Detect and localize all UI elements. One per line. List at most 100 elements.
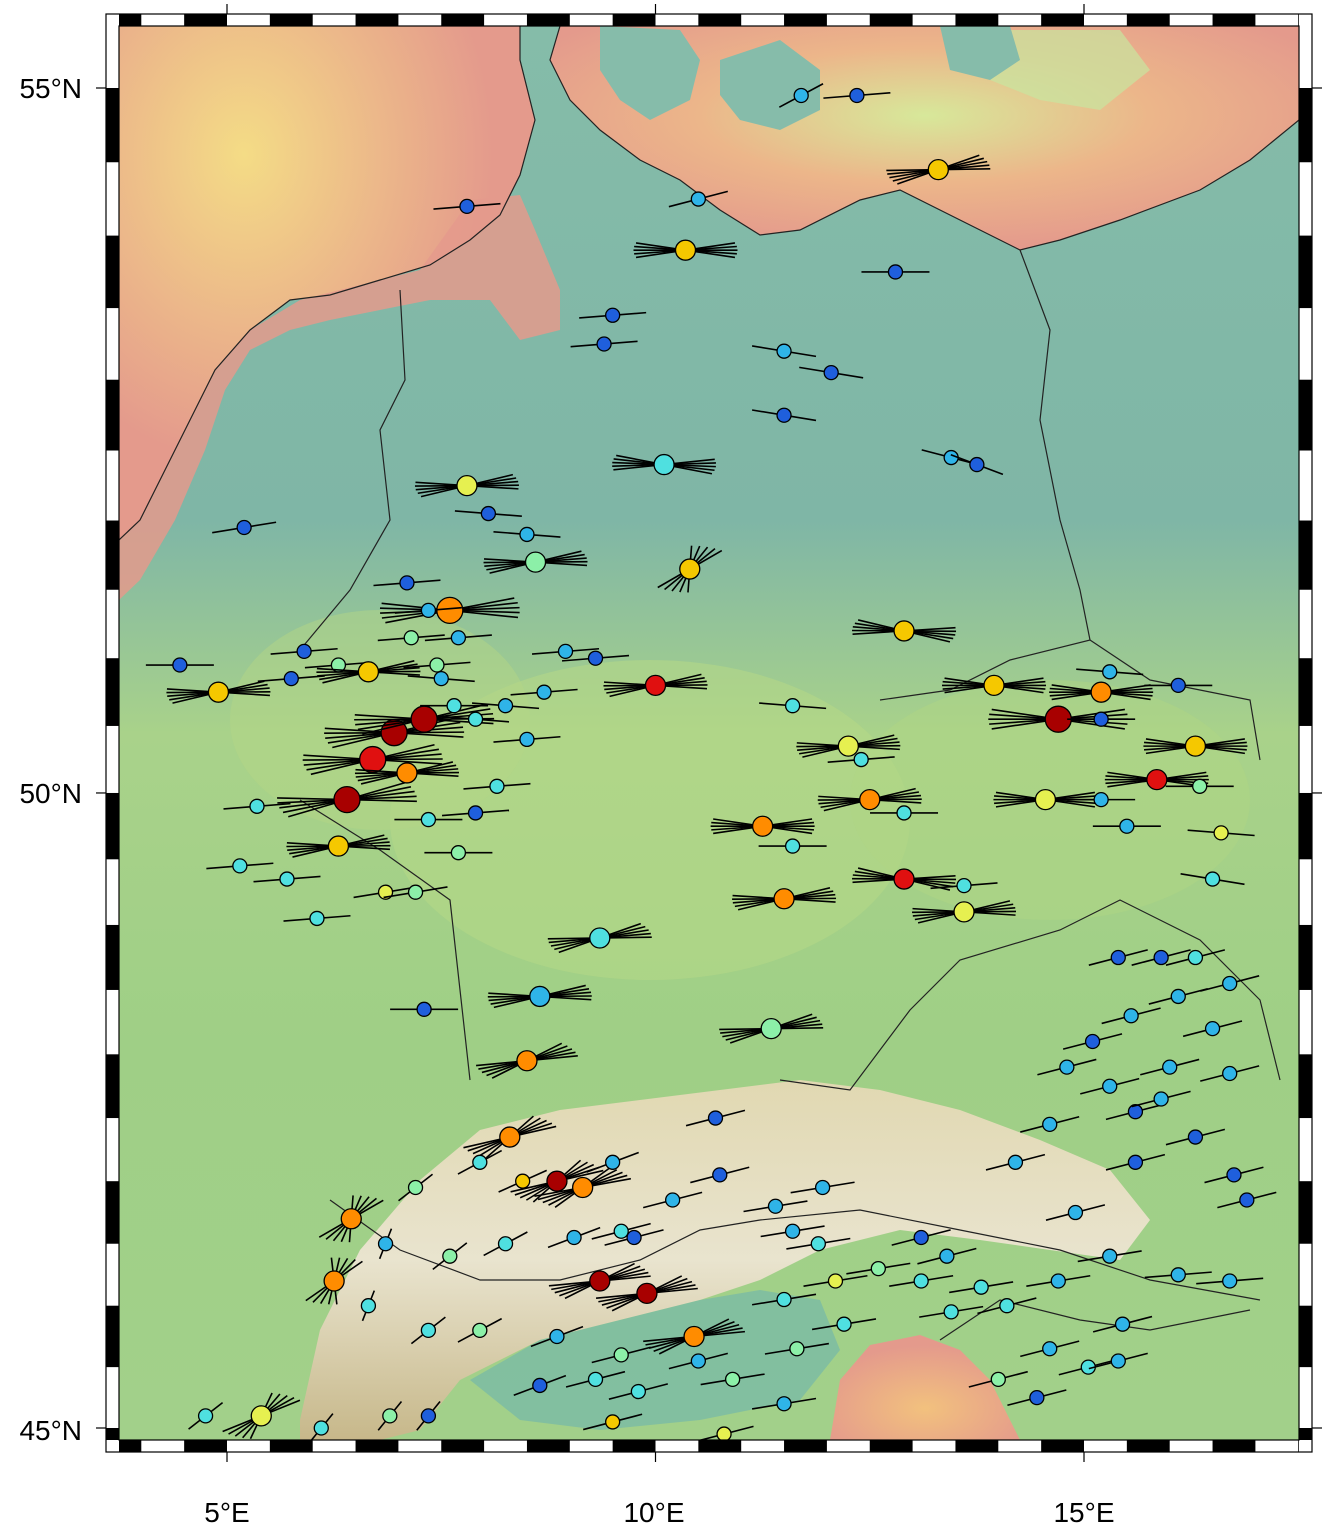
event-circle [279, 871, 295, 887]
event-circle [1222, 1065, 1238, 1082]
frame-check-top [698, 14, 742, 26]
stress-event [657, 545, 723, 593]
stress-event [891, 1229, 951, 1246]
event-circle [810, 1236, 826, 1252]
event-circle [532, 1377, 548, 1394]
frame-check-top [119, 14, 142, 26]
stress-event [534, 1166, 632, 1208]
event-circle [1093, 711, 1109, 727]
event-circle [707, 1110, 724, 1126]
frame-check-right [1299, 520, 1312, 590]
stress-event [796, 734, 901, 758]
stress-event [1196, 1273, 1264, 1289]
event-circle [429, 657, 445, 673]
stress-event [257, 670, 325, 687]
lon-label-15e: 15°E [1053, 1497, 1114, 1528]
frame-check-bottom [184, 1440, 227, 1452]
event-circle [999, 1298, 1015, 1314]
stress-event [424, 630, 492, 646]
event-circle [893, 868, 915, 890]
stress-event [1165, 778, 1234, 794]
frame-check-left [106, 1428, 119, 1440]
stress-event [318, 1195, 384, 1243]
event-circle [853, 751, 869, 768]
stress-event [432, 1242, 468, 1271]
frame-check-bottom [119, 1440, 142, 1452]
event-circle [605, 1154, 621, 1170]
event-circle [1204, 1020, 1221, 1037]
stress-event [950, 453, 1004, 476]
event-circle [1034, 788, 1057, 811]
lat-label-55n: 55°N [19, 73, 82, 104]
stress-event [758, 838, 827, 854]
stress-event [778, 83, 824, 108]
event-circle [870, 1260, 886, 1277]
frame-check-top [612, 14, 656, 26]
stress-event [1037, 1058, 1097, 1076]
frame-check-bottom [698, 1440, 742, 1452]
event-circle [1239, 1192, 1255, 1208]
frame-check-right [1299, 1181, 1312, 1244]
event-circle [357, 661, 380, 683]
event-circle [636, 1282, 658, 1305]
event-circle [653, 453, 675, 476]
event-circle [953, 901, 975, 923]
stress-event [751, 343, 817, 359]
event-circle [1222, 975, 1238, 992]
event-circle [524, 551, 547, 573]
event-circle [472, 1322, 488, 1338]
event-circle [1090, 681, 1112, 703]
frame-check-top [526, 14, 570, 26]
event-circle [399, 575, 415, 591]
stress-event [1200, 1065, 1260, 1082]
stress-event [942, 674, 1047, 697]
event-circle [1102, 664, 1118, 680]
frame-check-bottom [612, 1440, 656, 1452]
stress-event [547, 922, 652, 954]
frame-check-left [106, 235, 119, 309]
lat-tick-labels: 55°N 50°N 45°N [19, 73, 82, 1446]
event-circle [309, 910, 325, 927]
frame-check-top [184, 14, 227, 26]
event-circle [827, 1273, 844, 1289]
event-circle [323, 1270, 345, 1292]
border-de-cz [879, 639, 1261, 761]
event-circle [359, 745, 387, 774]
frame-check-bottom [526, 1440, 570, 1452]
event-circle [1170, 988, 1186, 1005]
stress-event [377, 1228, 394, 1260]
event-circle [589, 927, 611, 949]
event-circle [814, 1179, 831, 1196]
stress-event [786, 1236, 851, 1252]
stress-event [643, 1318, 746, 1355]
frame-check-bottom [355, 1440, 399, 1452]
frame-check-bottom [1126, 1440, 1170, 1452]
event-circle [664, 1192, 681, 1208]
stress-event [1148, 987, 1208, 1005]
stress-event [310, 1413, 334, 1440]
stress-event [530, 1325, 584, 1348]
stress-event [751, 1291, 817, 1308]
event-circle [1146, 768, 1168, 791]
stress-event [483, 550, 588, 574]
frame-check-bottom [1041, 1440, 1084, 1452]
frame-check-right [1299, 1428, 1312, 1440]
stress-event [732, 887, 837, 911]
event-circle [644, 674, 667, 697]
event-circle [983, 674, 1005, 697]
stress-event [591, 1346, 651, 1364]
event-circle [793, 87, 809, 104]
stress-event [759, 698, 827, 714]
event-circle [516, 1050, 538, 1072]
stress-event [414, 473, 519, 498]
event-circle [433, 670, 449, 687]
stress-event [383, 884, 448, 900]
stress-event [1187, 825, 1255, 841]
event-circle [1127, 1154, 1144, 1170]
stress-event [1217, 1191, 1277, 1209]
stress-event [493, 526, 561, 543]
frame-check-top [1212, 14, 1256, 26]
stress-event [790, 1179, 855, 1196]
event-circle [377, 1236, 394, 1252]
